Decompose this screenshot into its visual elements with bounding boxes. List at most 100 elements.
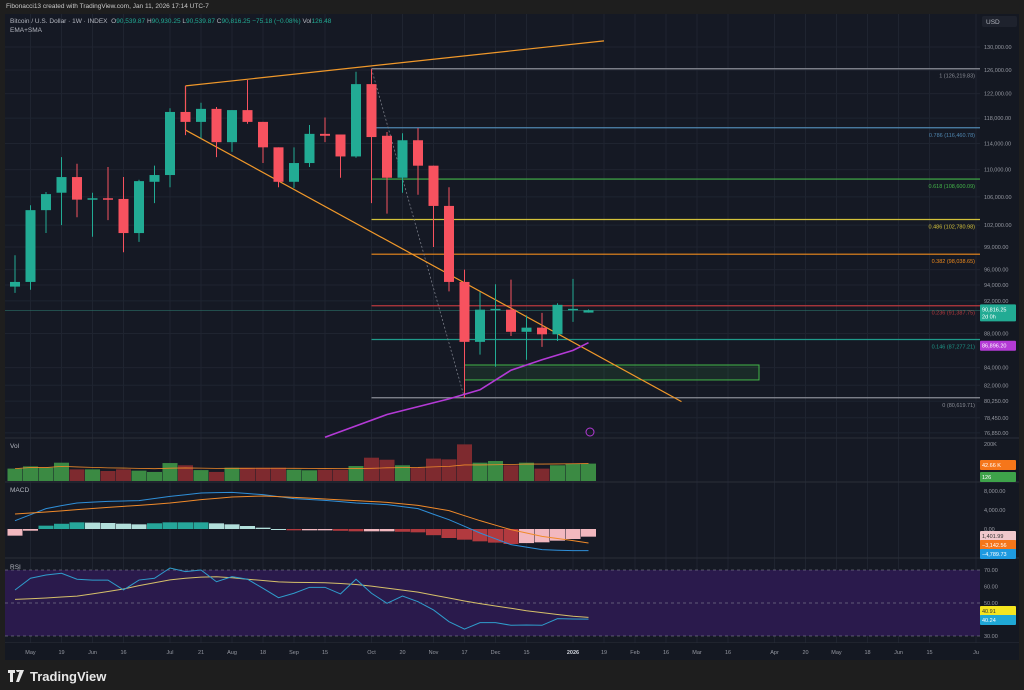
macd-histogram-bar bbox=[7, 529, 23, 536]
candle bbox=[118, 177, 129, 253]
candle bbox=[366, 68, 377, 204]
fib-level-label: 0.486 (102,780.98) bbox=[929, 225, 976, 231]
last-price-tag: 90,816.25 bbox=[982, 307, 1006, 313]
candle bbox=[227, 110, 237, 152]
time-tick-label: 15 bbox=[926, 650, 932, 656]
candle bbox=[258, 121, 268, 164]
candle-body bbox=[366, 84, 377, 138]
candle-body bbox=[320, 133, 330, 136]
macd-histogram-bar bbox=[224, 524, 240, 529]
rsi-value-tag-bg bbox=[980, 615, 1016, 625]
macd-histogram-bar bbox=[395, 529, 410, 532]
bar-countdown: 2d 0h bbox=[982, 314, 996, 320]
volume-tick-label: 200K bbox=[984, 442, 997, 448]
ema-price-tag-bg bbox=[980, 340, 1016, 351]
volume-bar bbox=[472, 462, 488, 481]
macd-histogram-bar bbox=[317, 529, 333, 531]
candle-body bbox=[25, 210, 36, 282]
macd-histogram-bar bbox=[503, 529, 519, 544]
volume-bar bbox=[302, 470, 317, 481]
macd-histogram-bar bbox=[85, 522, 100, 529]
price-tick-label: 106,000.00 bbox=[984, 195, 1012, 201]
volume-bar bbox=[7, 468, 23, 481]
macd-histogram-bar bbox=[426, 529, 441, 536]
candle-body bbox=[382, 135, 392, 178]
candle-body bbox=[537, 327, 547, 335]
macd-histogram-bar bbox=[364, 529, 379, 532]
candle bbox=[211, 107, 222, 158]
fib-level-label: 0.146 (87,277.21) bbox=[932, 345, 976, 351]
trendline-upper[interactable] bbox=[185, 40, 605, 87]
macd-histogram-bar bbox=[131, 524, 147, 529]
macd-histogram-bar bbox=[410, 529, 426, 533]
symbol-name[interactable]: Bitcoin / U.S. Dollar · 1W · INDEX bbox=[10, 18, 108, 25]
macd-histogram-bar bbox=[286, 529, 302, 531]
price-tick-label: 84,000.00 bbox=[984, 366, 1008, 372]
macd-histogram-bar bbox=[379, 529, 395, 532]
price-tick-label: 130,000.00 bbox=[984, 45, 1012, 51]
macd-histogram-bar bbox=[348, 529, 364, 532]
price-tick-label: 92,000.00 bbox=[984, 299, 1008, 305]
close-label: C bbox=[216, 18, 222, 25]
rsi-value-tag: 40.24 bbox=[982, 618, 996, 624]
rsi-tick-label: 60.00 bbox=[984, 585, 998, 591]
time-tick-label: Dec bbox=[491, 650, 501, 656]
macd-histogram-bar bbox=[488, 529, 503, 543]
time-tick-label: 2026 bbox=[567, 650, 579, 656]
rsi-pane-title: RSI bbox=[10, 564, 21, 571]
price-tick-label: 82,000.00 bbox=[984, 383, 1008, 389]
candle-body bbox=[134, 181, 144, 234]
open-label: O bbox=[111, 18, 117, 25]
signal-line bbox=[14, 495, 589, 544]
time-tick-label: Sep bbox=[289, 650, 299, 656]
volume-bar bbox=[503, 465, 519, 481]
price-tick-label: 122,000.00 bbox=[984, 92, 1012, 98]
volume-bar bbox=[379, 459, 395, 481]
candle-body bbox=[87, 198, 98, 200]
candle bbox=[41, 192, 51, 234]
fib-level-label: 0.382 (98,038.65) bbox=[932, 259, 976, 265]
currency-button[interactable] bbox=[982, 16, 1017, 27]
time-tick-label: May bbox=[831, 650, 842, 656]
volume-ma-line bbox=[14, 463, 589, 470]
vol-value: 126.48 bbox=[311, 18, 332, 25]
candle-body bbox=[196, 108, 206, 122]
macd-histogram-bar bbox=[240, 526, 255, 529]
macd-histogram-bar bbox=[69, 522, 85, 529]
candle bbox=[242, 79, 253, 124]
macd-pane-title: MACD bbox=[10, 487, 30, 494]
macd-histogram-bar bbox=[162, 522, 178, 529]
candle-body bbox=[10, 281, 20, 287]
candle-body bbox=[397, 140, 408, 178]
time-tick-label: 21 bbox=[198, 650, 204, 656]
time-tick-label: 19 bbox=[58, 650, 64, 656]
high-value: 90,930.25 bbox=[151, 18, 181, 25]
trendline-lower[interactable] bbox=[185, 129, 682, 403]
time-tick-label: Jul bbox=[166, 650, 173, 656]
rsi-value-tag: 40.91 bbox=[982, 609, 996, 615]
macd-value-tag: −3,142.56 bbox=[982, 543, 1007, 549]
macd-histogram-bar bbox=[209, 523, 224, 529]
fib-level-label: 1 (126,219.83) bbox=[939, 74, 975, 80]
indicator-name[interactable]: EMA+SMA bbox=[10, 27, 42, 34]
macd-histogram-bar bbox=[534, 529, 550, 543]
macd-value-tag: 1,401.99 bbox=[982, 534, 1003, 540]
candle-body bbox=[552, 304, 563, 335]
candle bbox=[289, 147, 299, 188]
event-icon[interactable] bbox=[585, 427, 595, 437]
volume-bar bbox=[100, 471, 116, 481]
high-label: H bbox=[146, 18, 152, 25]
time-axis[interactable] bbox=[5, 643, 1019, 660]
rsi-line bbox=[14, 567, 589, 630]
price-tick-label: 126,000.00 bbox=[984, 68, 1012, 74]
candle bbox=[149, 165, 160, 204]
time-tick-label: 20 bbox=[802, 650, 808, 656]
candle bbox=[196, 102, 206, 139]
time-tick-label: Ju bbox=[973, 650, 979, 656]
volume-bar bbox=[147, 471, 162, 481]
tradingview-logo[interactable]: TradingView bbox=[8, 666, 106, 686]
time-tick-label: Mar bbox=[692, 650, 702, 656]
fib-trend-dotted-line[interactable] bbox=[371, 68, 465, 399]
macd-histogram-bar bbox=[302, 529, 317, 531]
